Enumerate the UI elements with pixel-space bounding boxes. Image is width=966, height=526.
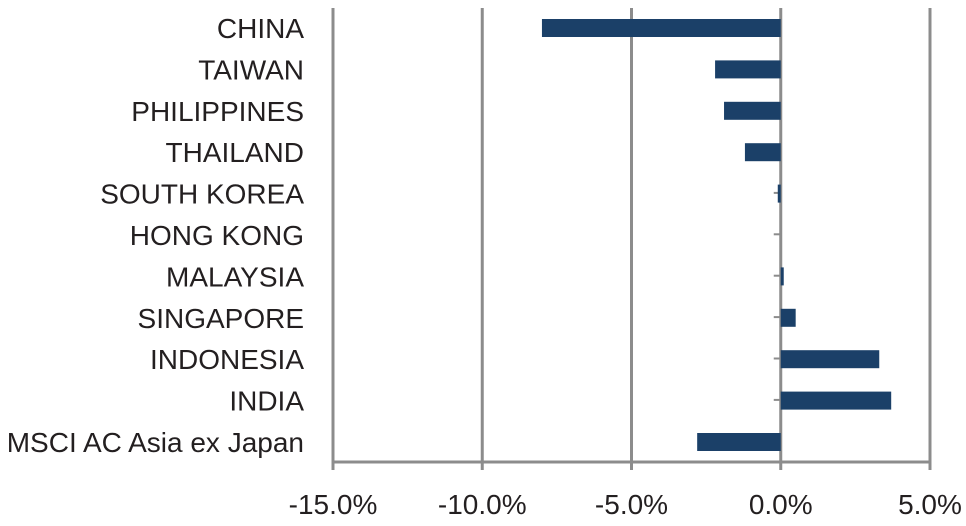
bars <box>541 19 892 451</box>
category-label: TAIWAN <box>198 54 304 85</box>
gridlines <box>331 8 932 470</box>
x-tick-label: 0.0% <box>749 489 813 520</box>
bar-philippines <box>724 101 781 120</box>
bar-malaysia <box>780 267 784 286</box>
bar-south-korea <box>777 184 781 203</box>
category-label: INDIA <box>229 386 304 417</box>
category-label: SOUTH KOREA <box>100 179 304 210</box>
bar-msci-ac-asia-ex-japan <box>697 433 781 451</box>
category-label: INDONESIA <box>150 344 304 375</box>
bar-indonesia <box>780 350 880 369</box>
bar-china <box>541 19 781 37</box>
bar-singapore <box>780 308 796 327</box>
category-label: SINGAPORE <box>138 303 304 334</box>
bar-india <box>780 391 892 410</box>
x-tick-labels: -15.0% -10.0% -5.0% 0.0% 5.0% <box>289 489 962 520</box>
bar-taiwan <box>715 60 781 79</box>
category-label: THAILAND <box>166 137 304 168</box>
x-tick-label: -10.0% <box>438 489 527 520</box>
category-label: HONG KONG <box>130 220 304 251</box>
x-tick-label: -5.0% <box>595 489 668 520</box>
x-tick-label: -15.0% <box>289 489 378 520</box>
x-tick-label: 5.0% <box>898 489 962 520</box>
category-label: PHILIPPINES <box>131 96 304 127</box>
category-labels: CHINA TAIWAN PHILIPPINES THAILAND SOUTH KORE… <box>7 13 305 458</box>
category-label: MSCI AC Asia ex Japan <box>7 427 304 458</box>
category-label: MALAYSIA <box>166 261 304 292</box>
category-label: CHINA <box>217 13 304 44</box>
bar-thailand <box>744 143 781 162</box>
